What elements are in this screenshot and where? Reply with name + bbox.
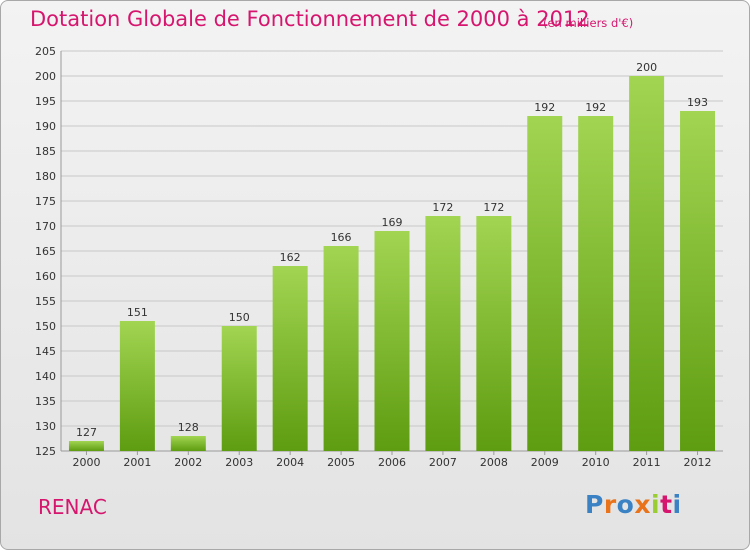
commune-name: RENAC	[38, 495, 107, 519]
y-tick-label: 180	[35, 170, 56, 183]
bar-value-label: 192	[585, 101, 606, 114]
x-tick-label: 2001	[123, 456, 151, 469]
bar	[221, 326, 257, 451]
bar	[680, 111, 716, 451]
bar	[68, 441, 104, 451]
bar-value-label: 151	[127, 306, 148, 319]
y-tick-label: 200	[35, 70, 56, 83]
bar-value-label: 128	[178, 421, 199, 434]
x-tick-label: 2005	[327, 456, 355, 469]
y-tick-label: 155	[35, 295, 56, 308]
bar-value-label: 172	[432, 201, 453, 214]
logo-letter: r	[603, 490, 617, 519]
logo-letter: t	[660, 490, 673, 519]
x-tick-label: 2003	[225, 456, 253, 469]
x-tick-label: 2010	[582, 456, 610, 469]
logo-letter: x	[634, 490, 651, 519]
y-tick-label: 190	[35, 120, 56, 133]
proxiti-logo[interactable]: Proxiti	[585, 490, 682, 519]
bar	[629, 76, 665, 451]
logo-letter: i	[651, 490, 661, 519]
bar-value-label: 166	[331, 231, 352, 244]
bar-value-label: 169	[382, 216, 403, 229]
x-tick-label: 2008	[480, 456, 508, 469]
x-tick-label: 2006	[378, 456, 406, 469]
bar-value-label: 172	[483, 201, 504, 214]
bar-value-label: 193	[687, 96, 708, 109]
bar	[323, 246, 359, 451]
bar-value-label: 200	[636, 61, 657, 74]
y-tick-label: 160	[35, 270, 56, 283]
bar	[578, 116, 614, 451]
x-tick-label: 2002	[174, 456, 202, 469]
x-tick-label: 2009	[531, 456, 559, 469]
y-tick-label: 135	[35, 395, 56, 408]
x-tick-label: 2011	[633, 456, 661, 469]
logo-letter: P	[585, 490, 604, 519]
bar-value-label: 127	[76, 426, 97, 439]
chart-title: Dotation Globale de Fonctionnement de 20…	[30, 7, 590, 31]
bar-value-label: 150	[229, 311, 250, 324]
y-tick-label: 205	[35, 45, 56, 58]
y-tick-label: 195	[35, 95, 56, 108]
x-tick-label: 2004	[276, 456, 304, 469]
bar	[170, 436, 206, 451]
y-tick-label: 125	[35, 445, 56, 458]
bar	[476, 216, 512, 451]
bar	[425, 216, 461, 451]
logo-letter: o	[616, 490, 635, 519]
bar	[527, 116, 563, 451]
chart-unit-note: (en milliers d'€)	[543, 16, 634, 30]
y-tick-label: 165	[35, 245, 56, 258]
y-tick-label: 185	[35, 145, 56, 158]
bar	[374, 231, 410, 451]
y-tick-label: 175	[35, 195, 56, 208]
bar	[119, 321, 155, 451]
bar-value-label: 192	[534, 101, 555, 114]
y-tick-label: 150	[35, 320, 56, 333]
y-tick-label: 170	[35, 220, 56, 233]
y-tick-label: 145	[35, 345, 56, 358]
x-tick-label: 2012	[684, 456, 712, 469]
logo-letter: i	[672, 490, 682, 519]
bar-value-label: 162	[280, 251, 301, 264]
x-tick-label: 2007	[429, 456, 457, 469]
y-tick-label: 140	[35, 370, 56, 383]
x-tick-label: 2000	[72, 456, 100, 469]
bar	[272, 266, 308, 451]
y-tick-label: 130	[35, 420, 56, 433]
